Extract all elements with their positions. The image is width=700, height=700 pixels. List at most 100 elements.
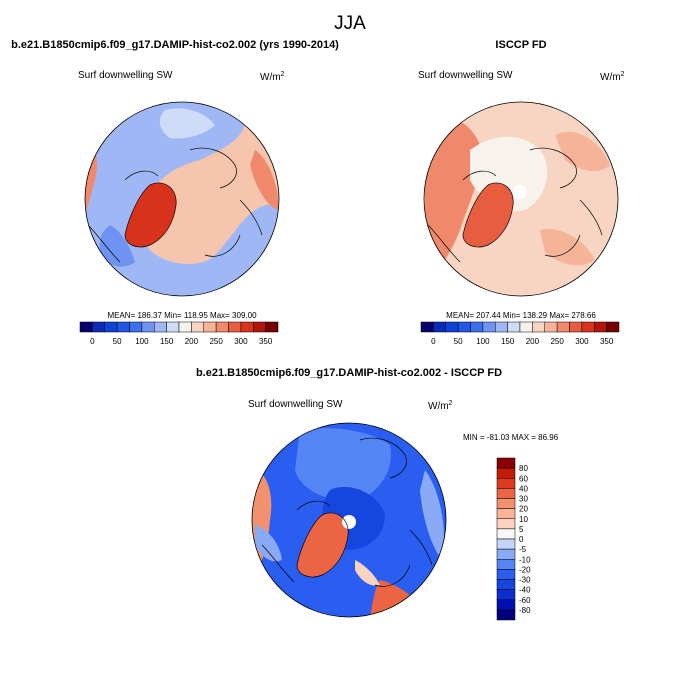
colorbar-tick-label: 5 — [519, 525, 524, 534]
colorbar-tick-label: -60 — [519, 596, 531, 605]
colorbar-box — [154, 321, 167, 333]
colorbar-box — [569, 321, 583, 333]
colorbar-tick-label: 300 — [234, 337, 248, 346]
colorbar-box — [92, 321, 105, 333]
colorbar-tick-label: -80 — [519, 606, 531, 615]
greenland-field — [125, 182, 177, 247]
colorbar: 0 50 100 150 200 250 300 350 — [79, 321, 279, 346]
colorbar-box — [496, 538, 516, 550]
colorbar-box — [191, 321, 204, 333]
colorbar-tick-label: 100 — [135, 337, 149, 346]
colorbar-box — [496, 457, 516, 469]
colorbar-box — [495, 321, 508, 333]
colorbar-box — [519, 321, 533, 333]
page-title: JJA — [334, 13, 366, 34]
field-region — [420, 470, 445, 560]
field-region — [99, 225, 135, 267]
colorbar-box — [496, 467, 516, 479]
colorbar-tick-label: 200 — [526, 337, 540, 346]
variable-label: Surf downwelling SW — [78, 70, 173, 81]
colorbar-tick-label: 50 — [454, 337, 463, 346]
colorbar-box — [496, 589, 516, 600]
colorbar-box — [581, 321, 595, 333]
colorbar-tick-label: 200 — [185, 337, 199, 346]
pole-gap — [342, 515, 356, 529]
coastline — [87, 147, 263, 263]
colorbar-box — [594, 321, 607, 333]
colorbar-tick-label: -5 — [519, 545, 527, 554]
colorbar-box — [470, 321, 484, 333]
colorbar-box — [253, 321, 266, 333]
panel-model: b.e21.B1850cmip6.f09_g17.DAMIP-hist-co2.… — [11, 39, 339, 346]
colorbar-box — [228, 321, 242, 333]
units-label: W/m2 — [600, 71, 625, 83]
colorbar-box — [496, 569, 516, 580]
colorbar-box — [240, 321, 254, 333]
panel-observations: ISCCP FD Surf downwelling SW W/m2 MEAN= … — [418, 39, 625, 346]
colorbar-box — [496, 599, 516, 611]
colorbar-box — [496, 498, 516, 509]
colorbar-tick-label: -40 — [519, 586, 531, 595]
field-region — [355, 560, 380, 586]
units-label: W/m2 — [260, 71, 285, 83]
colorbar-tick-label: 250 — [209, 337, 223, 346]
colorbar-box — [606, 321, 620, 333]
colorbar-box — [178, 321, 192, 333]
colorbar-tick-label: 60 — [519, 474, 528, 483]
colorbar-tick-label: -30 — [519, 576, 531, 585]
colorbar-box — [496, 518, 516, 530]
colorbar-box — [544, 321, 558, 333]
colorbar-box — [215, 321, 229, 333]
colorbar-tick-label: 40 — [519, 484, 528, 493]
polar-map — [251, 422, 447, 618]
colorbar-tick-label: 50 — [113, 337, 122, 346]
colorbar-tick-label: 250 — [550, 337, 564, 346]
stats-text: MEAN= 186.37 Min= 118.95 Max= 309.00 — [107, 311, 257, 320]
stats-text: MEAN= 207.44 Min= 138.29 Max= 278.66 — [446, 311, 596, 320]
colorbar-tick-label: 0 — [90, 337, 95, 346]
colorbar-box — [104, 321, 118, 333]
colorbar-box — [496, 478, 516, 489]
stats-text: MIN = -81.03 MAX = 86.96 — [463, 433, 559, 442]
colorbar-tick-label: 80 — [519, 464, 528, 473]
colorbar-tick-label: 30 — [519, 495, 528, 504]
colorbar-box — [116, 321, 130, 333]
pole-gap — [513, 185, 527, 199]
field-region — [555, 131, 610, 172]
colorbar-box — [203, 321, 217, 333]
colorbar-tick-label: 350 — [259, 337, 273, 346]
variable-label: Surf downwelling SW — [248, 399, 343, 410]
colorbar-tick-label: 100 — [476, 337, 490, 346]
colorbar-tick-label: -20 — [519, 565, 531, 574]
colorbar-tick-label: 350 — [600, 337, 614, 346]
panel-title: ISCCP FD — [495, 39, 546, 51]
map-outline — [84, 101, 280, 297]
panel-title: b.e21.B1850cmip6.f09_g17.DAMIP-hist-co2.… — [11, 39, 339, 51]
variable-label: Surf downwelling SW — [418, 70, 513, 81]
colorbar-box — [129, 321, 143, 333]
colorbar: 0 50 100 150 200 250 300 350 — [420, 321, 620, 346]
colorbar-box — [496, 508, 516, 519]
colorbar-box — [265, 321, 279, 333]
units-label: W/m2 — [428, 400, 453, 412]
field-region — [250, 150, 279, 210]
colorbar-box — [433, 321, 446, 333]
colorbar-box — [141, 321, 155, 333]
colorbar-tick-label: 150 — [160, 337, 174, 346]
colorbar-tick-label: 20 — [519, 505, 528, 514]
greenland-field — [463, 182, 514, 247]
colorbar-box — [496, 548, 516, 560]
colorbar-tick-label: 0 — [431, 337, 436, 346]
coastline — [427, 147, 603, 263]
field-region — [295, 428, 391, 501]
colorbar-box — [457, 321, 471, 333]
colorbar-tick-label: -10 — [519, 555, 531, 564]
colorbar-box — [166, 321, 180, 333]
panel-title: b.e21.B1850cmip6.f09_g17.DAMIP-hist-co2.… — [196, 367, 502, 379]
colorbar-box — [496, 579, 516, 590]
colorbar-tick-label: 150 — [501, 337, 515, 346]
colorbar-box — [445, 321, 459, 333]
colorbar-box — [79, 321, 93, 333]
